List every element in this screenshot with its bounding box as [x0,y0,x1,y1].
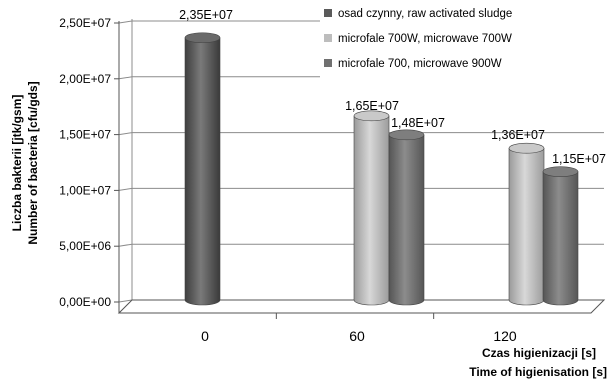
gridline-connector [118,76,133,80]
bar-body [388,134,425,306]
gridline-connector [118,132,133,136]
x-axis-title-line: Czas higienizacji [s] [482,346,596,360]
data-label: 1,65E+07 [345,99,399,113]
x-tick-label: 120 [493,328,517,344]
bar-body [184,37,221,306]
data-labels: 2,35E+07 1,65E+07 1,36E+07 1,48E+07 1,15E+07 [179,8,606,166]
bar [542,166,579,306]
gridline-connector [118,187,133,191]
data-label: 2,35E+07 [179,8,233,22]
y-axis-title-line: Liczba bakterii [jtk/gsm] [10,95,24,232]
data-label: 1,36E+07 [491,128,545,142]
bar-body [542,171,579,306]
gridline-connector [118,243,133,247]
x-axis-title-line: Time of higienisation [s] [469,365,607,379]
bar-top [388,129,425,141]
bar-top [508,142,545,154]
data-label: 1,15E+07 [552,152,606,166]
y-tick-label: 2,50E+07 [59,16,111,30]
tick-labels: 0,00E+00 5,00E+06 1,00E+07 1,50E+07 2,00E+07… [59,16,517,344]
y-tick-label: 1,00E+07 [59,183,111,197]
legend-box [320,5,606,87]
bars [184,32,579,306]
axes [114,19,606,319]
x-tick-label: 0 [201,328,209,344]
legend-entry: microfale 700W, microwave 700W [338,33,512,45]
legend-entry: osad czynny, raw activated sludge [338,8,512,20]
bar [353,110,390,306]
bar-body [508,147,545,306]
legend-entry: microfale 700, microwave 900W [338,58,502,70]
bar [184,32,221,306]
gridline-connector [118,20,133,24]
y-axis-title-line: Number of bacteria [cfu/gds] [26,81,40,244]
y-axis-title: Liczba bakterii [jtk/gsm] Number of bacte… [10,81,40,244]
legend: osad czynny, raw activated sludge microfa… [320,5,606,87]
bar-body [353,115,390,306]
data-label: 1,48E+07 [391,116,445,130]
legend-swatch [324,34,332,42]
legend-swatch [324,59,332,67]
y-tick-label: 0,00E+00 [59,295,111,309]
gridline-connector [118,299,133,303]
axis-titles: Liczba bakterii [jtk/gsm] Number of bacte… [10,81,607,379]
bar [388,129,425,306]
bar [508,142,545,306]
bar-top [353,110,390,122]
y-tick-label: 2,00E+07 [59,72,111,86]
y-tick-label: 1,50E+07 [59,128,111,142]
bar-top [542,166,579,177]
x-tick-label: 60 [349,328,365,344]
bar-top [184,32,221,44]
legend-swatch [324,9,332,17]
y-tick-label: 5,00E+06 [59,239,111,253]
